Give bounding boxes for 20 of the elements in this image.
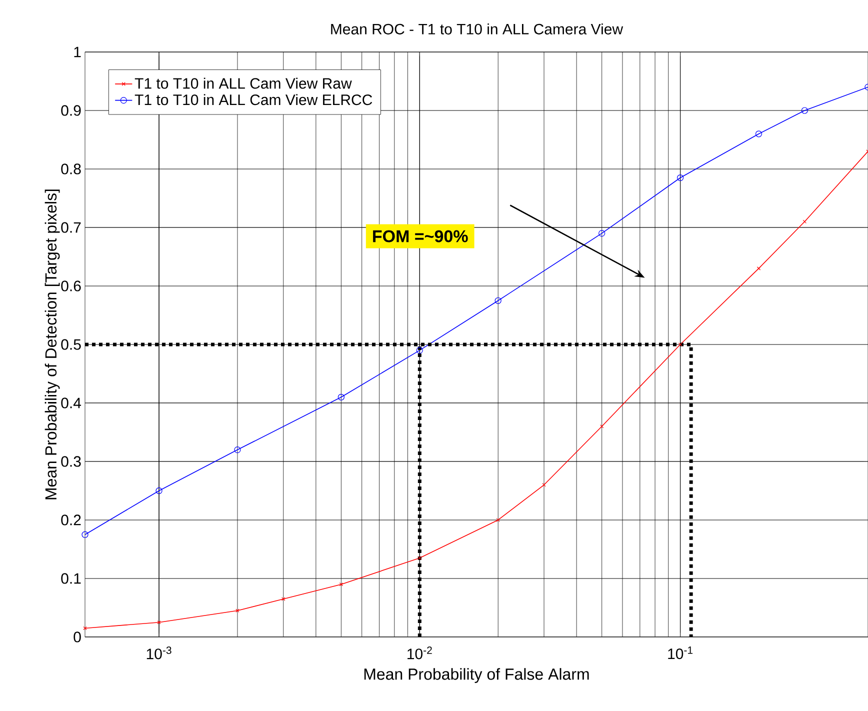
y-tick-label: 0.7 — [61, 222, 81, 233]
y-tick-label: 1 — [74, 46, 81, 58]
annotation: FOM =~90% — [373, 230, 468, 242]
y-tick-label: 0.8 — [61, 164, 81, 174]
y-tick-label: 0.3 — [61, 456, 81, 467]
y-tick-label: 0.4 — [61, 398, 82, 408]
legend-label: T1 to T10 in ALL Cam View Raw — [134, 78, 352, 89]
y-tick-label: 0 — [74, 632, 81, 642]
legend-label: T1 to T10 in ALL Cam View ELRCC — [134, 94, 372, 106]
y-tick-label: 0.2 — [61, 514, 81, 526]
y-tick-label: 0.6 — [61, 280, 81, 292]
x-tick-label: 10$^{-1}$ — [668, 646, 693, 660]
y-tick-label: 0.9 — [61, 105, 81, 116]
x-tick-label: 10$^{-2}$ — [408, 646, 432, 660]
x-axis-title: Mean Probability of False Alarm — [364, 668, 589, 684]
y-axis-title: Mean Probability of Detection [Target pixels] — [44, 190, 60, 500]
chart-title: Mean ROC - T1 to T10 in ALL Camera View — [331, 23, 624, 34]
x-tick-label: 10$^{-3}$ — [146, 646, 172, 660]
y-tick-label: 0.5 — [61, 339, 81, 350]
y-tick-label: 0.1 — [61, 573, 81, 584]
